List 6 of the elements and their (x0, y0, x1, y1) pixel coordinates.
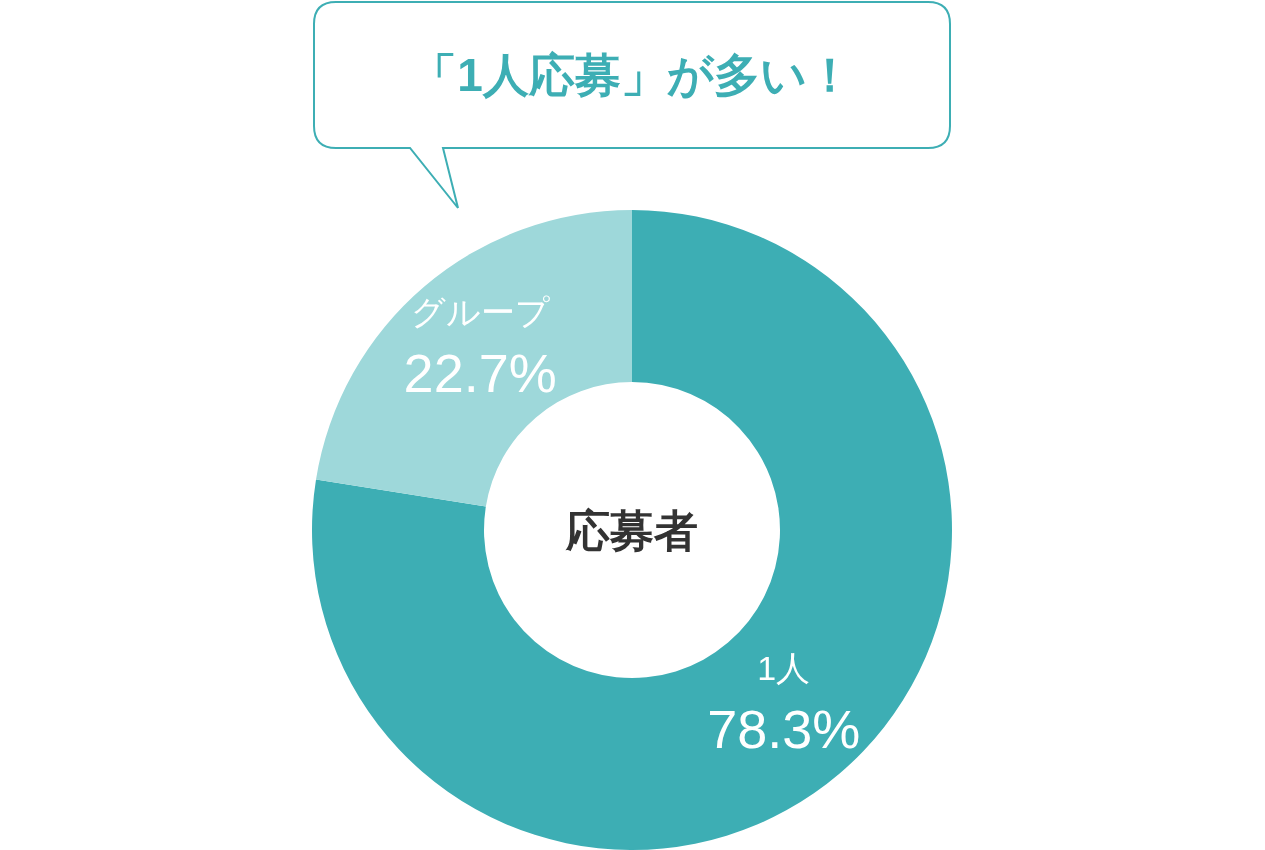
data-label: 78.3% (707, 699, 861, 760)
slice-label: グループ (410, 292, 550, 331)
data-label: 22.7% (403, 342, 557, 403)
slice-label: 1人 (757, 649, 811, 688)
text: 「1人応募」が多い！ (411, 49, 853, 101)
text: 応募者 (565, 506, 698, 555)
